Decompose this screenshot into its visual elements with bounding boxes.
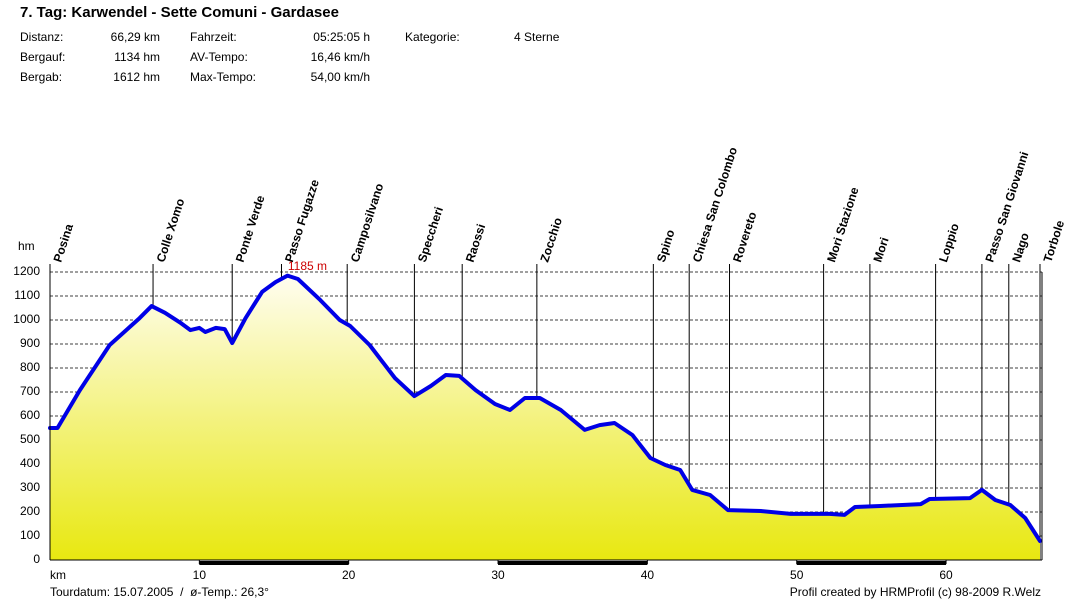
elevation-area (50, 275, 1040, 560)
waypoint-label: Speccheri (415, 205, 446, 264)
footer-right: Profil created by HRMProfil (c) 98-2009 … (790, 585, 1041, 599)
y-tick-label: 100 (20, 528, 40, 542)
waypoint-label: Colle Xomo (154, 197, 188, 264)
y-tick-label: 200 (20, 504, 40, 518)
stat-value: 05:25:05 h (313, 30, 370, 44)
stat-value: 66,29 km (111, 30, 160, 44)
stat-label: Bergauf: (20, 50, 65, 64)
waypoint-label: Mori (870, 235, 891, 263)
stat-value: 4 Sterne (514, 30, 560, 44)
y-tick-label: 500 (20, 432, 40, 446)
waypoint-label: Torbole (1041, 218, 1068, 264)
x-tick-label: 10 (193, 568, 207, 582)
waypoint-label: Spino (654, 228, 678, 264)
stat-label: Max-Tempo: (190, 70, 256, 84)
stat-label: Distanz: (20, 30, 63, 44)
waypoint-label: Nago (1009, 231, 1032, 264)
stat-value: 16,46 km/h (311, 50, 370, 64)
km-band (498, 561, 648, 565)
y-tick-label: 700 (20, 384, 40, 398)
chart-title: 7. Tag: Karwendel - Sette Comuni - Garda… (20, 4, 339, 21)
x-tick-label: 50 (790, 568, 804, 582)
waypoint-label: Passo Fugazze (282, 177, 322, 263)
stat-value: 1134 hm (114, 50, 160, 64)
y-tick-label: 1000 (13, 312, 40, 326)
y-tick-label: 400 (20, 456, 40, 470)
y-tick-label: 600 (20, 408, 40, 422)
waypoint-label: Ponte Verde (233, 193, 268, 264)
stat-label: Fahrzeit: (190, 30, 237, 44)
x-tick-label: 40 (641, 568, 655, 582)
stat-label: Bergab: (20, 70, 62, 84)
y-tick-label: 1200 (13, 264, 40, 278)
stat-label: Kategorie: (405, 30, 460, 44)
waypoint-label: Camposilvano (348, 182, 387, 264)
waypoint-label: Loppio (936, 222, 962, 264)
y-tick-label: 900 (20, 336, 40, 350)
y-tick-label: 800 (20, 360, 40, 374)
stat-label: AV-Tempo: (190, 50, 248, 64)
y-tick-label: 300 (20, 480, 40, 494)
x-tick-label: 20 (342, 568, 356, 582)
waypoint-label: Posina (51, 222, 77, 264)
x-tick-label: 60 (939, 568, 953, 582)
max-label: 1185 m (288, 259, 327, 273)
km-band (199, 561, 349, 565)
km-band (796, 561, 947, 565)
waypoint-label: Raossi (463, 222, 488, 264)
stat-value: 54,00 km/h (311, 70, 370, 84)
y-tick-label: 1100 (14, 288, 40, 302)
y-axis-label: hm (18, 239, 35, 253)
stat-value: 1612 hm (113, 70, 160, 84)
waypoint-label: Rovereto (730, 210, 759, 264)
x-tick-label: 30 (491, 568, 505, 582)
elevation-line (48, 273, 1042, 543)
waypoint-label: Zocchio (537, 216, 565, 264)
y-tick-label: 0 (33, 552, 40, 566)
x-axis-label: km (50, 568, 66, 582)
footer-left: Tourdatum: 15.07.2005 / ø-Temp.: 26,3° (50, 585, 269, 599)
waypoint-label: Chiesa San Colombo (690, 145, 740, 263)
waypoint-label: Mori Stazione (824, 185, 862, 264)
